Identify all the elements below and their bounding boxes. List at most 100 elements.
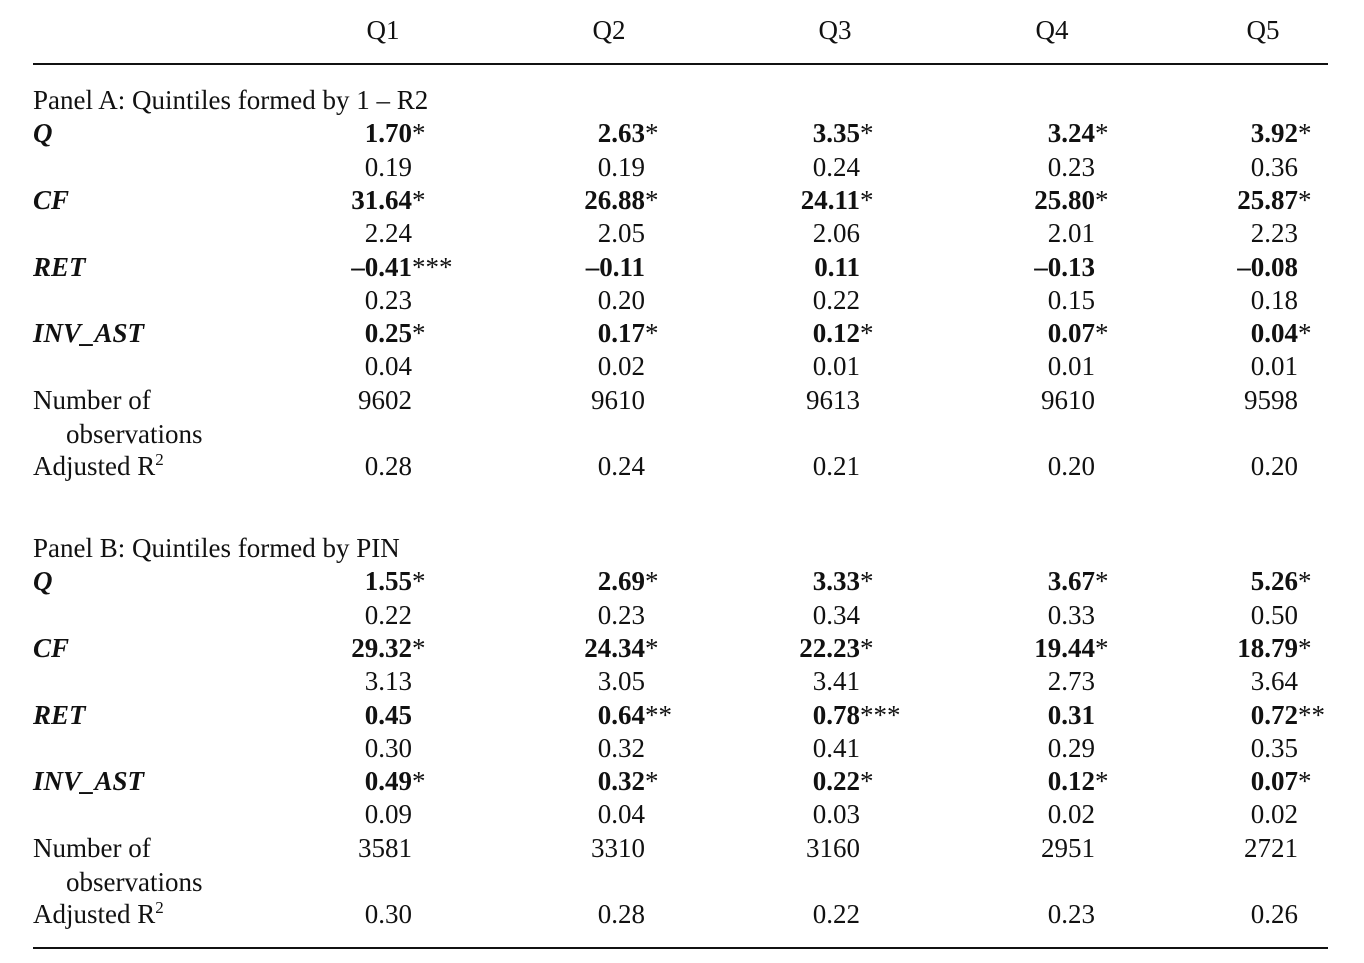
significance: ** — [645, 699, 672, 730]
significance: * — [645, 118, 659, 149]
std-error: 0.35 — [1250, 732, 1298, 763]
label-text: Adjusted R — [33, 451, 156, 482]
coefficient: 26.88 — [584, 184, 645, 215]
coefficient: 3.33 — [812, 566, 860, 597]
panel-title: Panel B: Quintiles formed by PIN — [33, 533, 400, 563]
coefficient: 18.79 — [1237, 632, 1298, 663]
significance: * — [1095, 118, 1109, 149]
top-rule — [33, 63, 1328, 65]
coefficient: 24.11 — [800, 184, 860, 215]
std-error: 0.34 — [812, 599, 860, 630]
significance: * — [1095, 566, 1109, 597]
significance: * — [645, 766, 659, 797]
coefficient: 31.64 — [351, 184, 412, 215]
coefficient: 3.92 — [1250, 118, 1298, 149]
coefficient: 22.23 — [799, 632, 860, 663]
adjusted-r2: 0.28 — [364, 451, 412, 482]
observations: 2721 — [1244, 832, 1298, 863]
significance: * — [412, 632, 426, 663]
std-error: 0.01 — [1250, 351, 1298, 382]
coefficient: 3.35 — [812, 118, 860, 149]
coefficient: 29.32 — [351, 632, 412, 663]
significance: * — [860, 632, 874, 663]
significance: * — [412, 184, 426, 215]
significance: * — [1298, 566, 1312, 597]
std-error: 0.20 — [597, 284, 645, 315]
std-error: 0.33 — [1047, 599, 1095, 630]
coefficient: 0.72 — [1250, 699, 1298, 730]
std-error: 0.09 — [364, 799, 412, 830]
std-error: 2.01 — [1047, 218, 1095, 249]
std-error: 0.02 — [1250, 799, 1298, 830]
coefficient: 1.70 — [364, 118, 412, 149]
std-error: 0.30 — [364, 732, 412, 763]
adjusted-r2: 0.30 — [364, 899, 412, 930]
variable-name: INV_AST — [33, 318, 145, 349]
adjusted-r2: 0.24 — [597, 451, 645, 482]
coefficient: 0.07 — [1047, 318, 1095, 349]
adjusted-r2: 0.26 — [1250, 899, 1298, 930]
coefficient: 0.07 — [1250, 766, 1298, 797]
significance: *** — [860, 699, 901, 730]
std-error: 2.06 — [812, 218, 860, 249]
significance: * — [412, 318, 426, 349]
coefficient: 2.69 — [597, 566, 645, 597]
significance: * — [645, 566, 659, 597]
significance: ** — [1298, 699, 1325, 730]
significance: * — [645, 632, 659, 663]
coefficient: 19.44 — [1034, 632, 1095, 663]
significance: * — [645, 318, 659, 349]
adjusted-r2: 0.23 — [1047, 899, 1095, 930]
coefficient: –0.11 — [585, 251, 645, 282]
coefficient: 0.12 — [1047, 766, 1095, 797]
variable-name: CF — [33, 184, 70, 215]
observations: 9613 — [806, 384, 860, 415]
std-error: 0.41 — [812, 732, 860, 763]
std-error: 2.73 — [1047, 666, 1095, 697]
adjusted-r2: 0.20 — [1250, 451, 1298, 482]
significance: * — [412, 566, 426, 597]
std-error: 0.03 — [812, 799, 860, 830]
significance: * — [1298, 632, 1312, 663]
coefficient: 3.67 — [1047, 566, 1095, 597]
significance: * — [1298, 118, 1312, 149]
coefficient: 0.78 — [812, 699, 860, 730]
column-header: Q1 — [366, 15, 400, 45]
observations: 9602 — [358, 384, 412, 415]
coefficient: 0.11 — [814, 251, 860, 282]
coefficient: 0.64 — [597, 699, 645, 730]
coefficient: 25.80 — [1034, 184, 1095, 215]
std-error: 2.23 — [1250, 218, 1298, 249]
label-text: Adjusted R — [33, 899, 156, 930]
std-error: 0.23 — [364, 284, 412, 315]
std-error: 2.24 — [364, 218, 412, 249]
variable-name: RET — [33, 699, 86, 730]
significance: * — [1298, 318, 1312, 349]
observations: 3581 — [358, 832, 412, 863]
std-error: 2.05 — [597, 218, 645, 249]
significance: *** — [412, 251, 453, 282]
std-error: 0.36 — [1250, 151, 1298, 182]
variable-name: Q — [33, 566, 53, 597]
column-header: Q5 — [1246, 15, 1280, 45]
coefficient: 0.17 — [597, 318, 645, 349]
observations: 9598 — [1244, 384, 1298, 415]
std-error: 0.50 — [1250, 599, 1298, 630]
variable-name: CF — [33, 632, 70, 663]
significance: * — [1298, 766, 1312, 797]
std-error: 0.04 — [364, 351, 412, 382]
std-error: 0.24 — [812, 151, 860, 182]
significance: * — [860, 184, 874, 215]
observations: 9610 — [591, 384, 645, 415]
std-error: 3.05 — [597, 666, 645, 697]
coefficient: –0.13 — [1034, 251, 1095, 282]
row-label: Number of observations — [33, 832, 203, 897]
std-error: 0.23 — [597, 599, 645, 630]
bottom-rule — [33, 947, 1328, 949]
coefficient: 24.34 — [584, 632, 645, 663]
coefficient: 0.32 — [597, 766, 645, 797]
significance: * — [412, 766, 426, 797]
adjusted-r2: 0.20 — [1047, 451, 1095, 482]
panel-title: Panel A: Quintiles formed by 1 – R2 — [33, 85, 429, 115]
